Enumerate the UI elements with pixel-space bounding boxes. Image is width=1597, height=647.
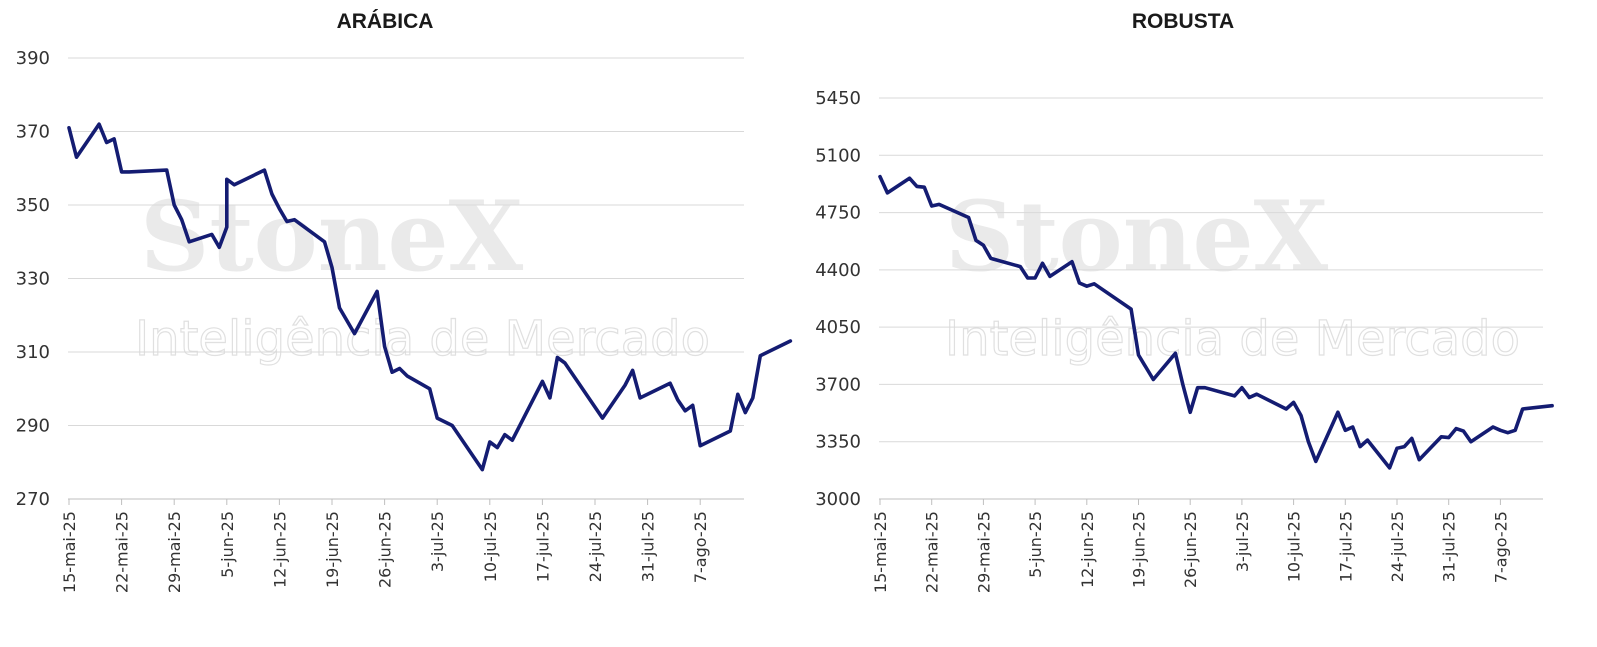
- robusta-chart: ROBUSTA 3000 3350 3700 4050 4400 4750 5100 5450…: [815, 10, 1554, 593]
- x-tick-label: 15-mai-25: [871, 511, 890, 593]
- x-tick-label: 7-ago-25: [691, 511, 710, 583]
- watermark-right: StoneX Inteligência de Mercado: [944, 180, 1520, 368]
- y-tick-label: 350: [16, 195, 50, 216]
- series-line: [878, 174, 1554, 470]
- y-tick-label: 3000: [815, 489, 861, 510]
- watermark-brand: StoneX: [945, 180, 1329, 293]
- y-tick-label: 5450: [815, 88, 861, 109]
- x-tick-label: 3-jul-25: [1233, 511, 1252, 572]
- x-tick-label: 29-mai-25: [974, 511, 993, 593]
- x-tick-label: 22-mai-25: [923, 511, 942, 593]
- x-tick-label: 10-jul-25: [1285, 511, 1304, 582]
- y-tick-label: 3350: [815, 432, 861, 453]
- y-tick-label: 5100: [815, 145, 861, 166]
- x-tick-label: 31-jul-25: [1440, 511, 1459, 582]
- watermark-left: StoneX Inteligência de Mercado: [134, 180, 710, 368]
- x-tick-label: 31-jul-25: [639, 511, 658, 582]
- y-tick-label: 4750: [815, 203, 861, 224]
- y-tick-label: 370: [16, 122, 50, 143]
- x-tick-label: 26-jun-25: [376, 511, 395, 588]
- arabica-chart: ARÁBICA 270 290 310 330 350 370 390 15-mai-25 22…: [16, 10, 793, 593]
- x-tick-label: 12-jun-25: [270, 511, 289, 588]
- x-tick-label: 26-jun-25: [1181, 511, 1200, 588]
- series-line: [67, 122, 793, 472]
- y-tick-label: 4050: [815, 317, 861, 338]
- x-tick-label: 7-ago-25: [1491, 511, 1510, 583]
- x-tick-label: 3-jul-25: [428, 511, 447, 572]
- x-tick-label: 19-jun-25: [1130, 511, 1149, 588]
- y-tick-label: 3700: [815, 374, 861, 395]
- y-tick-label: 310: [16, 342, 50, 363]
- x-tick-label: 29-mai-25: [165, 511, 184, 593]
- y-tick-label: 330: [16, 269, 50, 290]
- x-tick-label: 22-mai-25: [113, 511, 132, 593]
- x-tick-label: 19-jun-25: [323, 511, 342, 588]
- x-tick-label: 17-jul-25: [533, 511, 552, 582]
- x-tick-label: 17-jul-25: [1336, 511, 1355, 582]
- y-tick-label: 4400: [815, 260, 861, 281]
- x-tick-label: 24-jul-25: [1388, 511, 1407, 582]
- watermark-subtitle: Inteligência de Mercado: [945, 311, 1520, 367]
- watermark-subtitle: Inteligência de Mercado: [135, 311, 710, 367]
- x-tick-label: 24-jul-25: [586, 511, 605, 582]
- x-tick-label: 5-jun-25: [1026, 511, 1045, 578]
- x-tick-label: 10-jul-25: [481, 511, 500, 582]
- x-tick-label: 12-jun-25: [1078, 511, 1097, 588]
- chart-title: ROBUSTA: [1132, 10, 1234, 33]
- y-tick-label: 270: [16, 489, 50, 510]
- y-tick-label: 290: [16, 416, 50, 437]
- y-tick-label: 390: [16, 48, 50, 69]
- x-tick-label: 15-mai-25: [60, 511, 79, 593]
- x-tick-label: 5-jun-25: [218, 511, 237, 578]
- chart-title: ARÁBICA: [337, 10, 434, 33]
